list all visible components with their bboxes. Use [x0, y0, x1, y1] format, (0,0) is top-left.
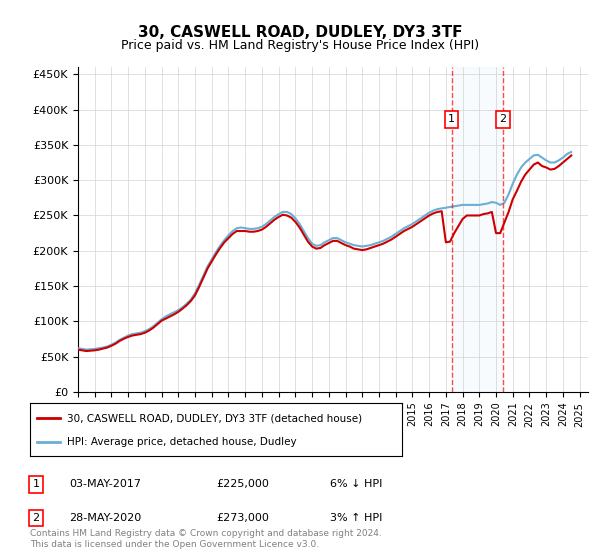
Text: Price paid vs. HM Land Registry's House Price Index (HPI): Price paid vs. HM Land Registry's House …	[121, 39, 479, 52]
Text: 1: 1	[448, 114, 455, 124]
Bar	[452, 67, 503, 392]
Text: Contains HM Land Registry data © Crown copyright and database right 2024.
This d: Contains HM Land Registry data © Crown c…	[30, 529, 382, 549]
Text: £225,000: £225,000	[216, 479, 269, 489]
Text: 30, CASWELL ROAD, DUDLEY, DY3 3TF (detached house): 30, CASWELL ROAD, DUDLEY, DY3 3TF (detac…	[67, 413, 362, 423]
Text: 03-MAY-2017: 03-MAY-2017	[69, 479, 141, 489]
Text: HPI: Average price, detached house, Dudley: HPI: Average price, detached house, Dudl…	[67, 436, 297, 446]
Text: 1: 1	[32, 479, 40, 489]
Text: £273,000: £273,000	[216, 513, 269, 523]
Text: 2: 2	[499, 114, 506, 124]
Text: 2: 2	[32, 513, 40, 523]
Text: 3% ↑ HPI: 3% ↑ HPI	[330, 513, 382, 523]
Text: 6% ↓ HPI: 6% ↓ HPI	[330, 479, 382, 489]
Text: 28-MAY-2020: 28-MAY-2020	[69, 513, 141, 523]
Text: 30, CASWELL ROAD, DUDLEY, DY3 3TF: 30, CASWELL ROAD, DUDLEY, DY3 3TF	[138, 25, 462, 40]
